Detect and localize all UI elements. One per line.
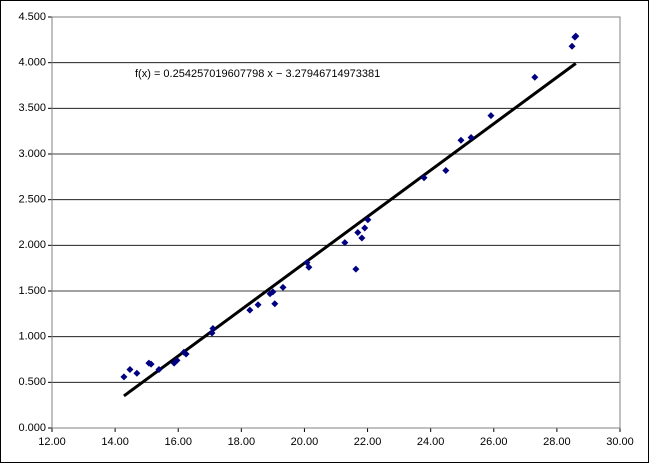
y-tick-label: 3.500 xyxy=(18,102,46,114)
data-point xyxy=(341,239,349,247)
data-point xyxy=(246,306,254,314)
data-point xyxy=(354,229,362,237)
data-point xyxy=(442,166,450,174)
data-point xyxy=(254,301,262,309)
x-tick-label: 20.00 xyxy=(291,436,319,448)
data-point xyxy=(487,112,495,120)
data-point xyxy=(352,265,360,273)
data-point xyxy=(155,366,163,374)
x-tick-label: 18.00 xyxy=(228,436,256,448)
y-tick-label: 4.500 xyxy=(18,11,46,23)
y-tick-label: 2.000 xyxy=(18,239,46,251)
data-point xyxy=(361,224,369,232)
y-tick-label: 0.500 xyxy=(18,376,46,388)
data-point xyxy=(531,73,539,81)
y-tick-label: 4.000 xyxy=(18,57,46,69)
x-tick-label: 14.00 xyxy=(101,436,129,448)
y-tick-label: 2.500 xyxy=(18,194,46,206)
data-point xyxy=(572,32,580,40)
data-point xyxy=(457,136,465,144)
data-point xyxy=(279,283,287,291)
data-point xyxy=(467,134,475,142)
x-tick-label: 12.00 xyxy=(38,436,66,448)
data-point xyxy=(420,174,428,182)
data-point xyxy=(269,288,277,296)
x-tick-label: 22.00 xyxy=(354,436,382,448)
data-point xyxy=(364,216,372,224)
data-point xyxy=(305,263,313,271)
x-tick-label: 28.00 xyxy=(543,436,571,448)
y-tick-label: 1.000 xyxy=(18,331,46,343)
x-tick-label: 26.00 xyxy=(480,436,508,448)
trendline xyxy=(123,62,577,398)
data-point xyxy=(271,300,279,308)
data-point xyxy=(126,366,134,374)
data-point xyxy=(568,42,576,50)
y-tick-label: 0.000 xyxy=(18,422,46,434)
data-point xyxy=(133,369,141,377)
x-tick-label: 24.00 xyxy=(417,436,445,448)
trendline-equation: f(x) = 0.254257019607798 x − 3.279467149… xyxy=(135,68,380,80)
data-point xyxy=(173,356,181,364)
x-tick-label: 30.00 xyxy=(606,436,634,448)
data-point xyxy=(147,360,155,368)
data-point xyxy=(358,234,366,242)
data-point xyxy=(120,373,128,381)
x-tick-label: 16.00 xyxy=(164,436,192,448)
data-point xyxy=(208,329,216,337)
y-tick-label: 3.000 xyxy=(18,148,46,160)
data-point xyxy=(209,324,217,332)
plot-area xyxy=(51,16,621,429)
y-tick-label: 1.500 xyxy=(18,285,46,297)
data-point xyxy=(182,350,190,358)
